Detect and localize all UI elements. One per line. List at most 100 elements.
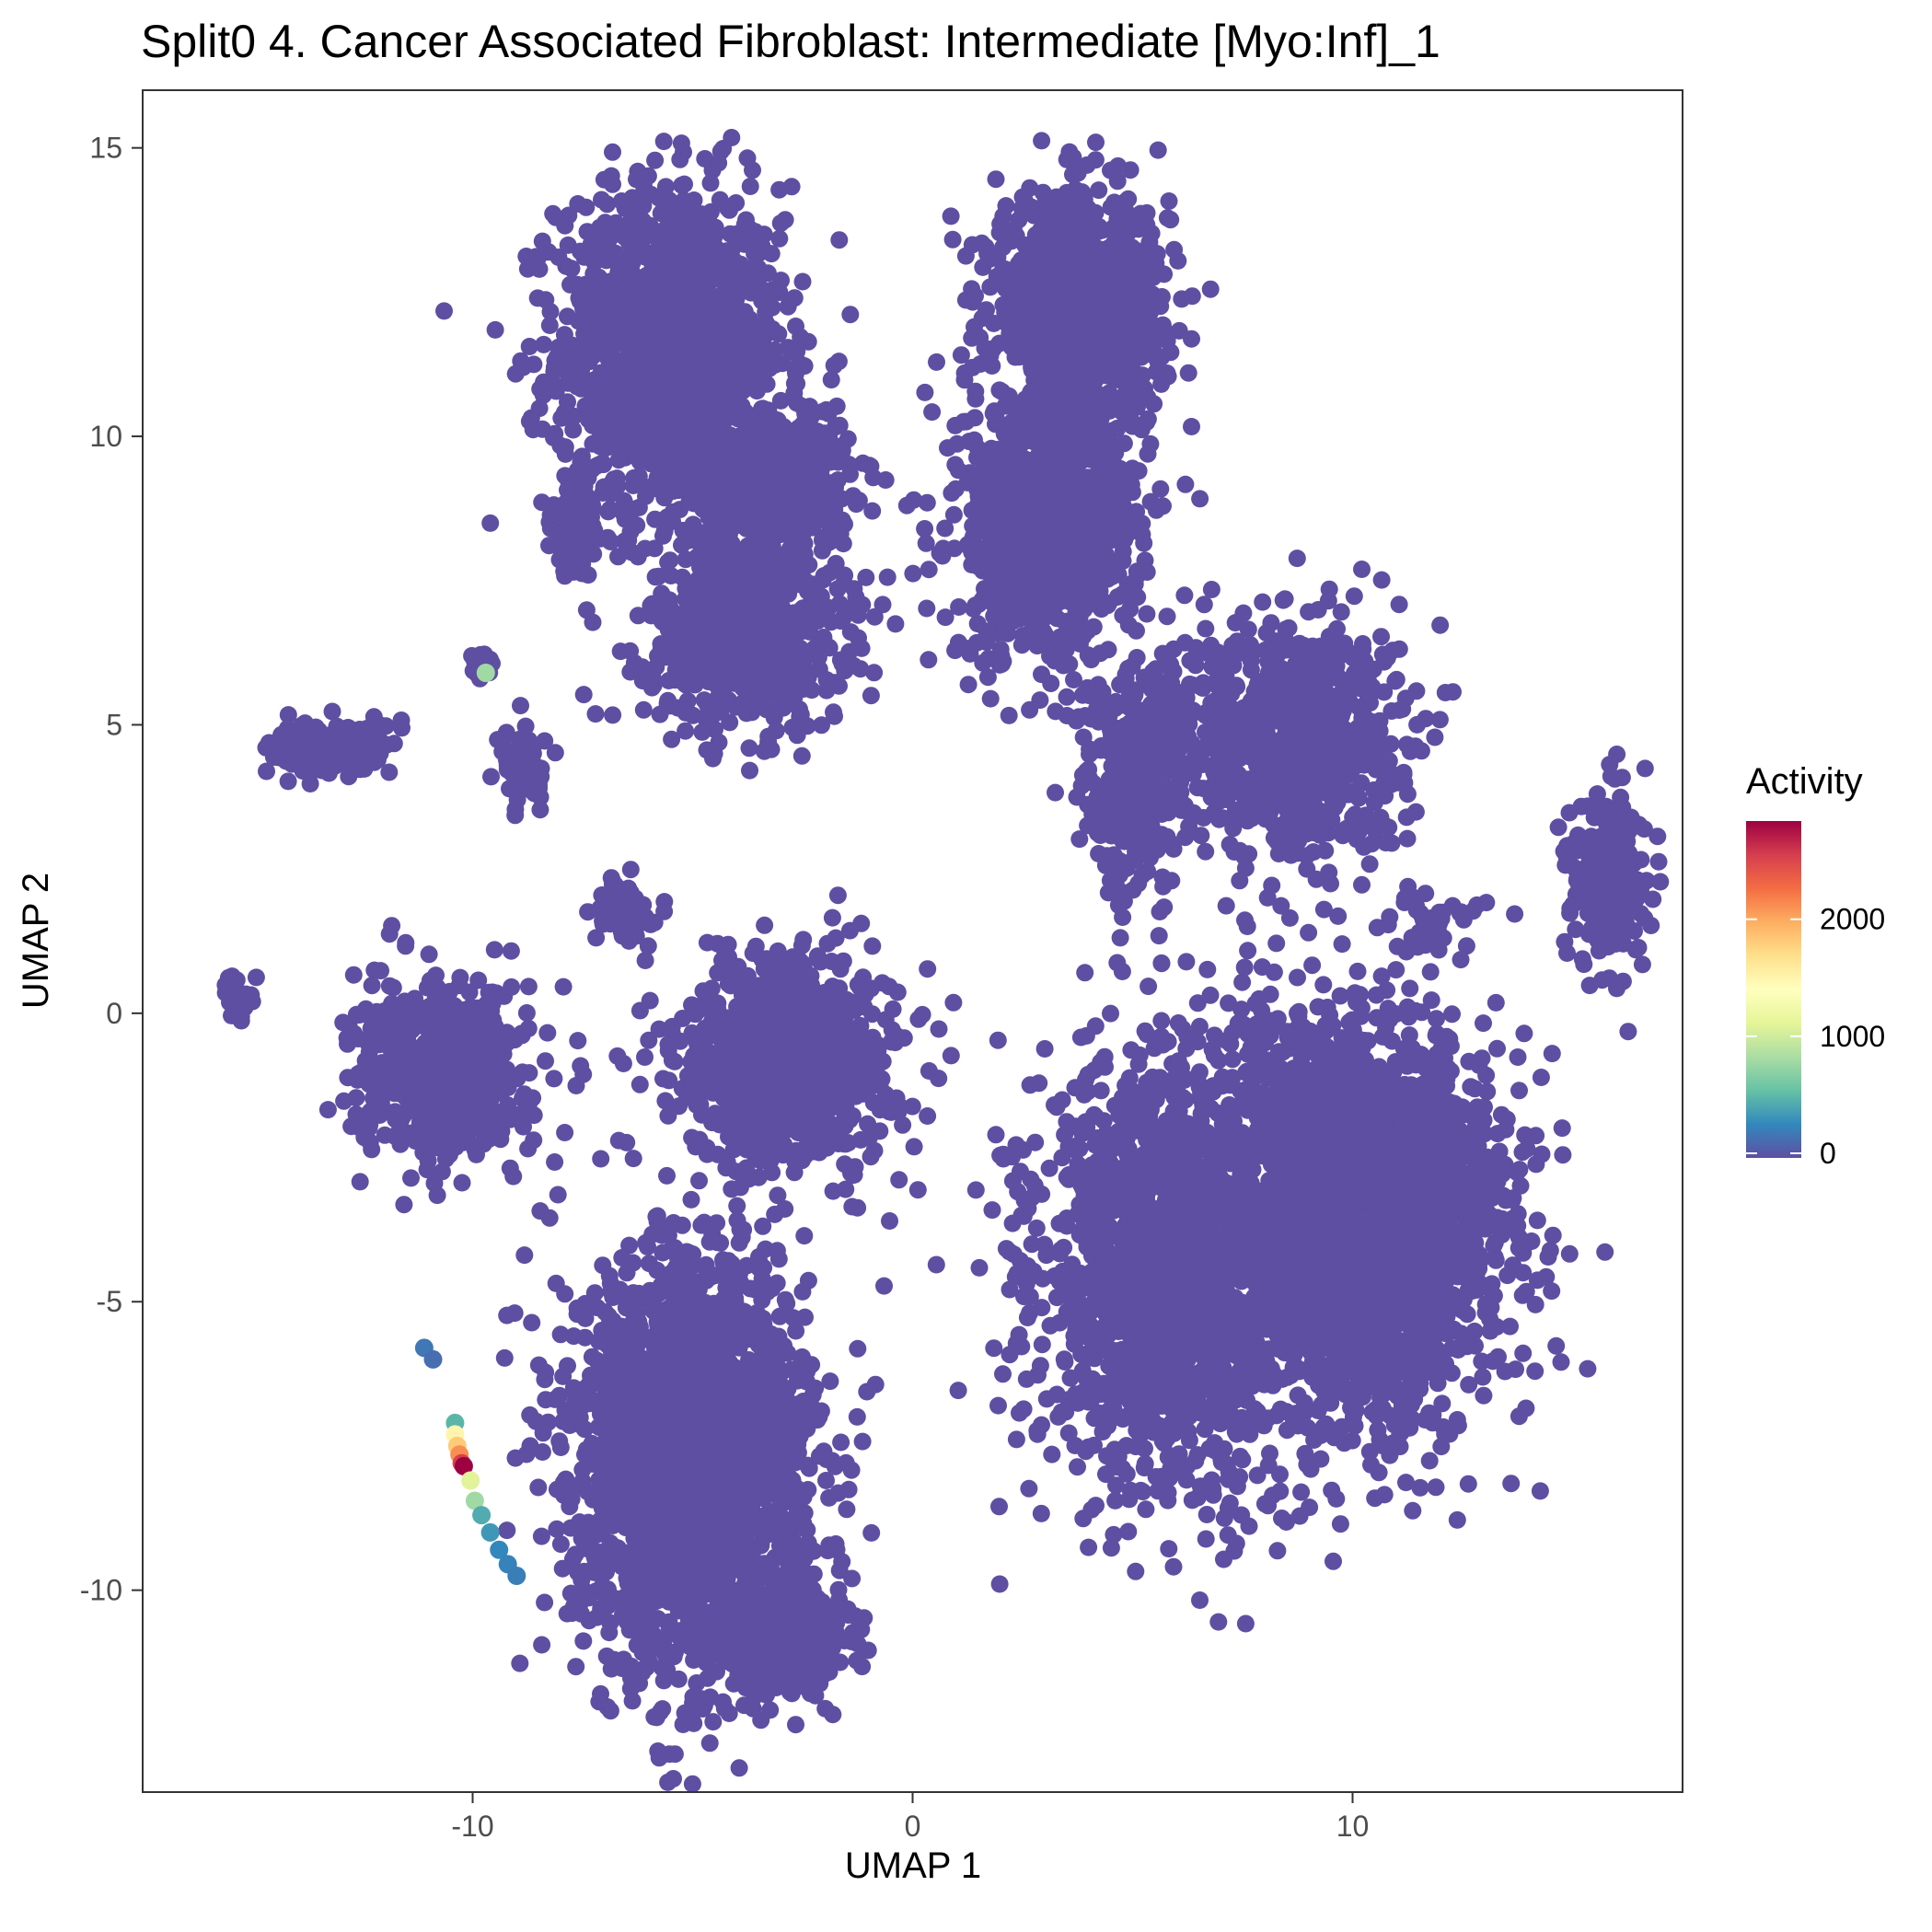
scatter-point — [981, 689, 1000, 708]
scatter-point — [1027, 554, 1046, 573]
scatter-point — [559, 236, 577, 254]
scatter-point — [481, 514, 500, 532]
scatter-point — [1056, 292, 1074, 310]
scatter-point — [743, 535, 761, 553]
scatter-point — [540, 317, 559, 334]
scatter-point — [772, 272, 790, 290]
scatter-point — [1071, 593, 1090, 611]
scatter-point — [601, 500, 619, 518]
scatter-point — [1012, 345, 1030, 364]
scatter-point — [774, 551, 792, 569]
scatter-point — [595, 456, 613, 474]
scatter-point — [936, 608, 954, 627]
scatter-point — [1040, 634, 1059, 653]
scatter-point — [680, 531, 699, 550]
scatter-point — [619, 299, 637, 318]
scatter-point — [931, 544, 949, 562]
scatter-point — [1121, 161, 1140, 179]
scatter-point — [1007, 431, 1025, 449]
scatter-point — [757, 303, 775, 321]
scatter-point — [642, 185, 660, 203]
scatter-point — [939, 439, 956, 457]
scatter-point — [1024, 243, 1043, 261]
scatter-point — [684, 706, 702, 724]
scatter-point — [1114, 607, 1132, 625]
scatter-point — [737, 211, 755, 229]
scatter-point — [1108, 210, 1127, 228]
scatter-point — [537, 291, 555, 309]
scatter-point — [644, 477, 663, 495]
scatter-point — [1149, 352, 1167, 370]
scatter-point — [980, 459, 999, 478]
scatter-point — [1353, 561, 1371, 578]
scatter-point — [693, 723, 711, 741]
scatter-point — [1090, 485, 1108, 503]
scatter-point — [666, 642, 685, 661]
scatter-point — [724, 402, 743, 421]
scatter-point — [1031, 222, 1049, 240]
scatter-point — [1175, 586, 1194, 605]
scatter-point — [576, 397, 595, 415]
scatter-point — [735, 574, 754, 593]
scatter-point — [740, 739, 758, 758]
scatter-point — [1043, 587, 1061, 606]
scatter-point — [634, 212, 652, 230]
scatter-point — [669, 699, 688, 717]
scatter-point — [564, 421, 583, 439]
scatter-point — [1128, 621, 1145, 640]
scatter-point — [628, 318, 646, 335]
scatter-point — [963, 470, 981, 489]
scatter-point — [1013, 627, 1032, 645]
scatter-point — [665, 482, 683, 500]
scatter-point — [753, 457, 771, 475]
scatter-point — [616, 199, 634, 217]
scatter-point — [726, 620, 745, 638]
scatter-point — [817, 671, 836, 689]
scatter-point — [943, 230, 962, 249]
scatter-point — [1021, 700, 1039, 719]
scatter-point — [561, 275, 579, 294]
scatter-point — [1050, 334, 1068, 353]
scatter-point — [878, 568, 897, 586]
scatter-point — [1073, 285, 1092, 304]
scatter-point — [568, 515, 586, 534]
scatter-point — [963, 329, 981, 347]
scatter-point — [969, 512, 988, 530]
scatter-point — [551, 436, 570, 455]
scatter-point — [1052, 276, 1070, 294]
scatter-point — [1067, 619, 1084, 638]
scatter-point — [990, 381, 1009, 399]
scatter-point — [1072, 424, 1091, 443]
scatter-point — [675, 191, 693, 210]
scatter-point — [766, 355, 784, 374]
scatter-point — [600, 395, 619, 413]
scatter-point — [1138, 215, 1156, 234]
scatter-point — [804, 518, 822, 537]
scatter-point — [996, 260, 1014, 278]
scatter-point — [1155, 265, 1174, 283]
scatter-point — [770, 491, 789, 509]
scatter-point — [773, 598, 792, 617]
scatter-point — [718, 449, 736, 468]
scatter-point — [682, 448, 700, 467]
scatter-point — [604, 143, 621, 161]
scatter-point — [602, 167, 620, 185]
scatter-point — [747, 382, 766, 400]
scatter-point — [661, 551, 679, 570]
scatter-point — [762, 740, 781, 758]
scatter-point — [584, 613, 602, 631]
scatter-point — [561, 535, 579, 553]
scatter-point — [1056, 350, 1074, 368]
scatter-point — [658, 260, 677, 279]
scatter-point — [767, 674, 785, 692]
scatter-point — [767, 522, 785, 540]
scatter-point — [904, 564, 922, 583]
scatter-point — [1073, 183, 1091, 202]
scatter-point — [833, 436, 851, 455]
scatter-point — [594, 484, 612, 502]
scatter-point — [849, 606, 867, 624]
scatter-point — [727, 303, 746, 321]
scatter-point — [547, 208, 565, 226]
scatter-point — [1183, 418, 1200, 435]
